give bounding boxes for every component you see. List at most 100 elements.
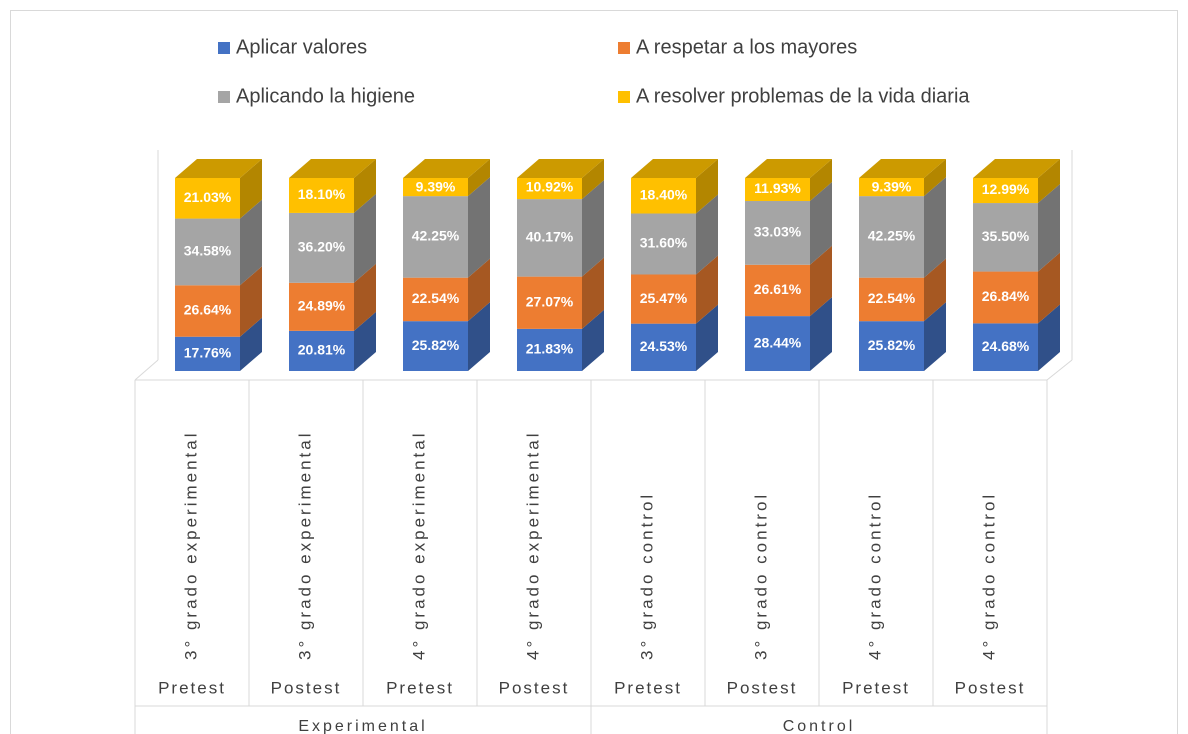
bar-segment bbox=[175, 158, 262, 219]
bar-segment bbox=[973, 304, 1060, 371]
bar-front bbox=[631, 274, 696, 324]
bar-segment bbox=[289, 263, 376, 331]
bar-top bbox=[631, 159, 718, 178]
bar-front bbox=[859, 196, 924, 278]
bar-side bbox=[696, 194, 718, 275]
phase-label: Postest bbox=[727, 678, 798, 697]
bar-side bbox=[240, 317, 262, 371]
bar-front bbox=[175, 336, 240, 371]
bar-side bbox=[810, 182, 832, 265]
value-label: 42.25% bbox=[868, 228, 916, 244]
bar-front bbox=[403, 178, 468, 197]
value-label: 21.03% bbox=[184, 189, 232, 205]
category-label: 3° grado control bbox=[637, 492, 656, 660]
value-label: 9.39% bbox=[872, 179, 912, 195]
bar-front bbox=[973, 203, 1038, 272]
bar-top bbox=[517, 159, 604, 179]
legend-label: A resolver problemas de la vida diaria bbox=[636, 85, 970, 107]
bar-front bbox=[973, 271, 1038, 324]
bar-front bbox=[973, 177, 1038, 204]
category-label: 3° grado control bbox=[751, 492, 770, 660]
bar-front bbox=[631, 213, 696, 275]
value-label: 26.84% bbox=[982, 288, 1030, 304]
bar-side bbox=[924, 177, 946, 278]
bar-front bbox=[859, 277, 924, 322]
bar-segment bbox=[859, 159, 946, 197]
value-label: 40.17% bbox=[526, 229, 574, 245]
bar-segment bbox=[973, 184, 1060, 272]
category-label: 3° grado experimental bbox=[295, 430, 314, 660]
bar-front bbox=[973, 323, 1038, 371]
bar-side bbox=[240, 199, 262, 286]
bar-front bbox=[403, 277, 468, 322]
bar-top bbox=[745, 158, 832, 178]
bar-segment bbox=[745, 182, 832, 265]
value-label: 20.81% bbox=[298, 342, 346, 358]
bar-front bbox=[859, 178, 924, 197]
bar-segment bbox=[973, 252, 1060, 324]
value-label: 17.76% bbox=[184, 345, 232, 361]
value-label: 21.83% bbox=[526, 341, 574, 357]
legend-label: Aplicando la higiene bbox=[236, 85, 415, 107]
phase-label: Postest bbox=[271, 678, 342, 697]
category-label: 3° grado experimental bbox=[181, 430, 200, 660]
value-label: 18.10% bbox=[298, 186, 346, 202]
bar-segment bbox=[289, 311, 376, 371]
bar-front bbox=[175, 218, 240, 286]
bar-segment bbox=[175, 266, 262, 337]
value-label: 24.89% bbox=[298, 298, 346, 314]
bar-side bbox=[810, 297, 832, 371]
value-label: 24.53% bbox=[640, 338, 688, 354]
bar-side bbox=[354, 193, 376, 283]
bar-segment bbox=[403, 159, 490, 197]
value-label: 10.92% bbox=[526, 179, 574, 195]
bar-front bbox=[289, 212, 354, 283]
bar-front bbox=[175, 177, 240, 219]
phase-label: Pretest bbox=[614, 678, 682, 697]
category-label: 4° grado control bbox=[865, 492, 884, 660]
bar-side bbox=[582, 257, 604, 329]
bar-segment bbox=[403, 258, 490, 322]
bar-front bbox=[631, 323, 696, 371]
bar-front bbox=[289, 282, 354, 331]
bar-front bbox=[403, 196, 468, 278]
value-label: 24.68% bbox=[982, 338, 1030, 354]
value-label: 36.20% bbox=[298, 239, 346, 255]
bar-segment bbox=[859, 302, 946, 371]
bar-side bbox=[696, 159, 718, 214]
legend-swatch bbox=[618, 42, 630, 54]
value-label: 22.54% bbox=[412, 290, 460, 306]
value-label: 25.82% bbox=[868, 337, 916, 353]
bar-side bbox=[354, 159, 376, 213]
bar-side bbox=[1038, 304, 1060, 371]
bar-segment bbox=[745, 297, 832, 371]
phase-label: Pretest bbox=[842, 678, 910, 697]
bar-segment bbox=[517, 180, 604, 277]
bar-segment bbox=[403, 177, 490, 278]
group-label: Experimental bbox=[298, 718, 427, 734]
phase-label: Postest bbox=[955, 678, 1026, 697]
bar-front bbox=[745, 316, 810, 371]
bar-segment bbox=[973, 158, 1060, 204]
legend-label: Aplicar valores bbox=[236, 36, 367, 58]
bar-segment bbox=[175, 199, 262, 286]
bar-segment bbox=[631, 194, 718, 275]
bar-segment bbox=[631, 159, 718, 214]
bar-side bbox=[354, 311, 376, 371]
bar-side bbox=[468, 258, 490, 322]
value-label: 11.93% bbox=[754, 180, 801, 196]
category-label: 4° grado control bbox=[979, 492, 998, 660]
bar-front bbox=[289, 178, 354, 213]
value-label: 42.25% bbox=[412, 228, 460, 244]
bar-side bbox=[468, 159, 490, 197]
bar-side bbox=[1038, 158, 1060, 204]
bar-segment bbox=[631, 304, 718, 371]
bar-top bbox=[175, 158, 262, 178]
legend-swatch bbox=[618, 91, 630, 103]
value-label: 28.44% bbox=[754, 334, 802, 350]
bar-front bbox=[745, 201, 810, 265]
value-label: 22.54% bbox=[868, 290, 916, 306]
category-label: 4° grado experimental bbox=[409, 430, 428, 660]
bar-side bbox=[240, 266, 262, 337]
